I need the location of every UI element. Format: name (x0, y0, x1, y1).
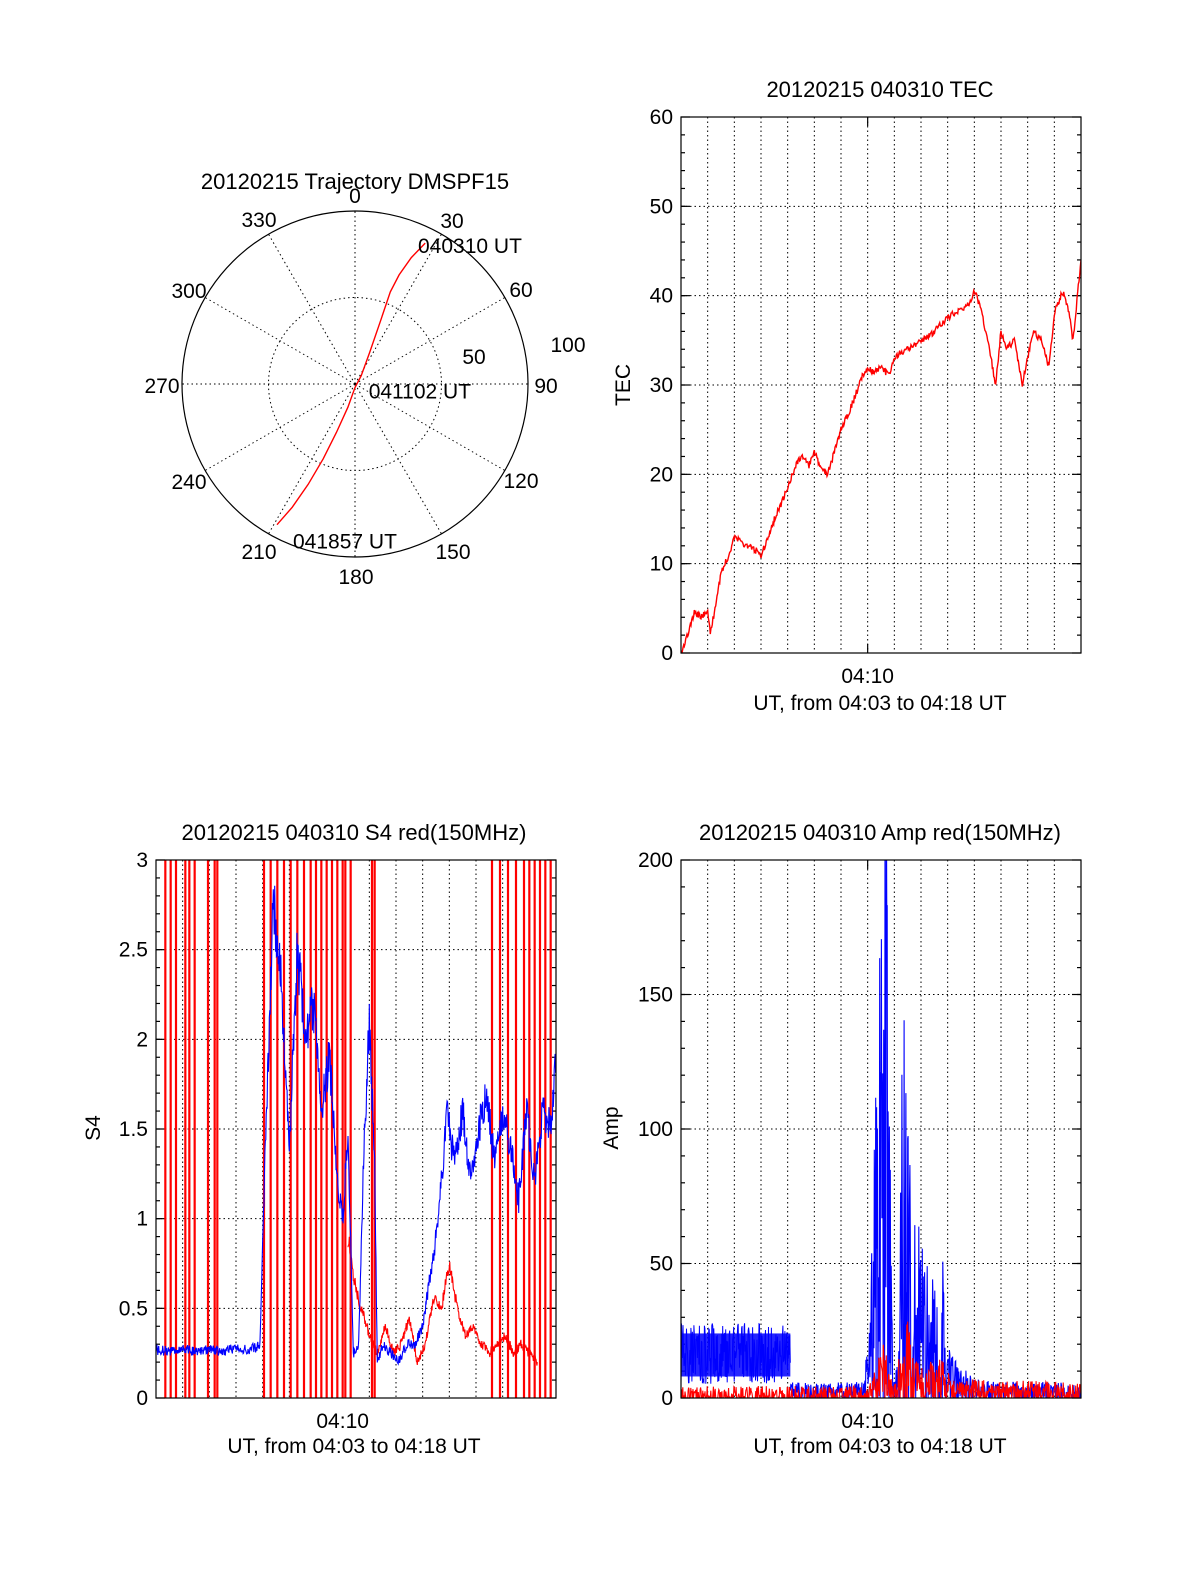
polar-spoke (268, 383, 356, 535)
trajectory-panel: 20120215 Trajectory DMSPF15 0 30 60 90 120 15… (144, 169, 585, 589)
angle-label: 300 (171, 280, 206, 303)
angle-label: 150 (435, 541, 470, 564)
amp-panel: 20120215 040310 Amp red(150MHz) Amp UT, … (600, 820, 1082, 1458)
y-tick-label: 50 (650, 1253, 673, 1276)
amp-series-blue-line (789, 860, 1081, 1398)
trajectory-path (276, 242, 426, 526)
angle-label: 270 (144, 375, 179, 398)
series-group (681, 860, 1081, 1398)
trajectory-time-annotation: 041102 UT (369, 380, 472, 403)
y-tick-label: 0.5 (119, 1297, 148, 1320)
series-group (156, 860, 556, 1398)
amp-series-blue-band-fill (681, 1333, 791, 1377)
y-tick-label: 200 (638, 849, 673, 872)
y-tick-label: 30 (650, 374, 673, 397)
polar-spoke (204, 383, 356, 471)
s4-series-blue-line (156, 885, 556, 1366)
x-tick-label: 04:10 (841, 665, 894, 688)
trajectory-line (276, 242, 426, 526)
angle-label: 30 (440, 210, 463, 233)
y-tick-label: 100 (638, 1118, 673, 1141)
radius-label-100: 100 (550, 334, 585, 357)
y-tick-label: 50 (650, 195, 673, 218)
angle-label: 0 (349, 185, 361, 208)
tec-title: 20120215 040310 TEC (766, 77, 993, 102)
plot-frame (680, 116, 1082, 654)
polar-spoke (354, 297, 506, 385)
polar-outer-circle (181, 210, 529, 558)
trajectory-polar-grid (181, 210, 529, 558)
angle-label: 90 (534, 375, 557, 398)
s4-xlabel: UT, from 04:03 to 04:18 UT (227, 1435, 480, 1458)
y-tick-label: 1.5 (119, 1118, 148, 1141)
y-tick-label: 10 (650, 553, 673, 576)
y-tick-label: 2.5 (119, 939, 148, 962)
s4-series-red-line (347, 1236, 538, 1366)
s4-plot-area: 0 0.5 1 1.5 2 2.5 3 04:10 (119, 849, 557, 1433)
radius-label-50: 50 (462, 346, 485, 369)
polar-spoke (204, 297, 356, 385)
tec-ylabel: TEC (612, 364, 635, 406)
s4-ylabel: S4 (82, 1115, 105, 1141)
polar-spoke (354, 233, 442, 385)
tec-panel: 20120215 040310 TEC TEC UT, from 04:03 t… (612, 77, 1082, 715)
amp-ylabel: Amp (600, 1106, 623, 1149)
plot-frame (155, 859, 557, 1399)
series-group (681, 259, 1081, 653)
polar-spoke (354, 383, 442, 535)
amp-xlabel: UT, from 04:03 to 04:18 UT (753, 1435, 1006, 1458)
polar-spoke (354, 383, 506, 471)
angle-label: 60 (509, 279, 532, 302)
tec-plot-area: 0 10 20 30 40 50 60 04:10 (650, 106, 1082, 688)
polar-spoke (268, 233, 356, 385)
y-tick-label: 2 (136, 1028, 148, 1051)
x-tick-label: 04:10 (316, 1410, 369, 1433)
tec-series-red-line (681, 259, 1081, 653)
angle-label: 180 (338, 566, 373, 589)
s4-panel: 20120215 040310 S4 red(150MHz) S4 UT, fr… (82, 820, 557, 1458)
trajectory-angle-labels: 0 30 60 90 120 150 180 210 240 270 300 330 (144, 185, 557, 589)
y-tick-label: 150 (638, 984, 673, 1007)
trajectory-annotations: 040310 UT 041102 UT 041857 UT (293, 235, 522, 554)
trajectory-time-annotation: 041857 UT (293, 531, 397, 554)
angle-label: 210 (241, 541, 276, 564)
y-tick-label: 40 (650, 285, 673, 308)
angle-label: 330 (241, 209, 276, 232)
tec-xlabel: UT, from 04:03 to 04:18 UT (753, 692, 1006, 715)
y-tick-label: 0 (136, 1387, 148, 1410)
x-tick-label: 04:10 (841, 1410, 894, 1433)
s4-title: 20120215 040310 S4 red(150MHz) (182, 820, 527, 845)
y-tick-label: 0 (661, 642, 673, 665)
y-tick-label: 60 (650, 106, 673, 129)
amp-series-red-line (681, 1321, 1081, 1398)
amp-plot-area: 0 50 100 150 200 04:10 (638, 849, 1082, 1433)
angle-label: 120 (503, 470, 538, 493)
y-tick-label: 1 (136, 1208, 148, 1231)
trajectory-title: 20120215 Trajectory DMSPF15 (201, 169, 509, 194)
plot-frame (680, 859, 1082, 1399)
trajectory-time-annotation: 040310 UT (418, 235, 522, 258)
y-tick-label: 3 (136, 849, 148, 872)
amp-title: 20120215 040310 Amp red(150MHz) (699, 820, 1061, 845)
y-tick-label: 0 (661, 1387, 673, 1410)
angle-label: 240 (171, 471, 206, 494)
y-tick-label: 20 (650, 463, 673, 486)
